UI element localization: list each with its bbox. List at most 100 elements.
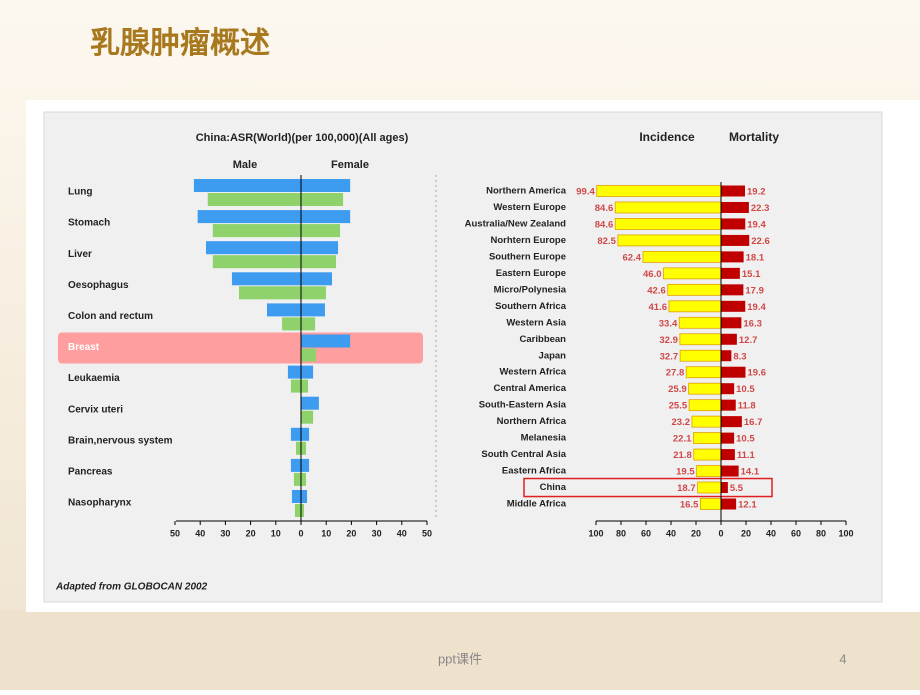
bar (668, 300, 722, 313)
x-tick-label: 40 (766, 528, 776, 538)
bar (197, 210, 301, 224)
value-label: 5.5 (730, 483, 744, 494)
bar (678, 316, 722, 329)
bar (642, 250, 722, 263)
category-label: Brain,nervous system (68, 435, 173, 446)
category-label: Melanesia (521, 433, 567, 444)
value-label: 84.6 (595, 203, 614, 214)
x-tick-label: 30 (220, 528, 230, 538)
bar (212, 224, 301, 238)
bar (287, 365, 301, 379)
bar (693, 448, 722, 461)
bar (679, 349, 722, 362)
bar (266, 303, 301, 317)
slide-title: 乳腺肿瘤概述 (90, 27, 270, 60)
value-label: 18.7 (677, 483, 696, 494)
category-label: Cervix uteri (68, 404, 123, 415)
category-label: South-Eastern Asia (479, 400, 567, 411)
bar (301, 365, 314, 379)
value-label: 23.2 (672, 417, 691, 428)
bar (301, 286, 326, 300)
bar (697, 481, 722, 494)
x-tick-label: 60 (641, 528, 651, 538)
bar (721, 234, 750, 246)
bar (207, 193, 301, 206)
value-label: 19.4 (747, 219, 766, 230)
category-label: Caribbean (520, 334, 567, 345)
value-label: 22.6 (751, 236, 770, 247)
series-header: Incidence (639, 130, 695, 144)
x-tick-label: 10 (271, 528, 281, 538)
bar (721, 399, 736, 411)
bar (301, 255, 337, 269)
bar (301, 379, 309, 393)
value-label: 25.5 (669, 401, 688, 412)
bar (699, 498, 722, 510)
bar (301, 179, 351, 192)
bar (239, 286, 301, 300)
bar (301, 472, 307, 486)
category-label: Leukaemia (68, 373, 120, 384)
bar (617, 234, 722, 247)
series-header: Mortality (729, 130, 779, 144)
bar (721, 449, 735, 461)
bar (301, 317, 316, 331)
category-label: China (540, 482, 567, 493)
category-label: Stomach (68, 218, 110, 229)
value-label: 12.7 (739, 335, 758, 346)
bar (301, 458, 310, 472)
value-label: 19.2 (747, 187, 766, 198)
bar (663, 267, 722, 280)
bar (301, 224, 341, 238)
bar (688, 399, 722, 412)
bar (282, 317, 301, 331)
category-label: Middle Africa (507, 499, 567, 510)
value-label: 42.6 (647, 285, 666, 296)
bar (667, 283, 722, 296)
category-label: Breast (68, 342, 100, 353)
value-label: 8.3 (733, 351, 746, 362)
value-label: 16.5 (680, 500, 699, 511)
bar (721, 416, 742, 428)
value-label: 18.1 (746, 252, 765, 263)
bar (691, 415, 722, 428)
bar (721, 251, 744, 263)
x-tick-label: 40 (666, 528, 676, 538)
category-label: Japan (539, 350, 567, 361)
value-label: 33.4 (659, 318, 678, 329)
value-label: 22.3 (751, 203, 770, 214)
bar (290, 458, 301, 472)
bar (721, 432, 735, 444)
side-label: Female (331, 159, 369, 171)
highlight-band (58, 332, 423, 364)
bar (721, 498, 737, 510)
bar (596, 185, 722, 197)
bar (721, 201, 749, 213)
category-label: Northern Africa (497, 416, 567, 427)
category-label: South Central Asia (481, 449, 566, 460)
bar (692, 432, 722, 445)
bar (614, 218, 722, 230)
bar (301, 427, 310, 441)
x-tick-label: 80 (816, 528, 826, 538)
value-label: 41.6 (649, 302, 668, 313)
bar (290, 379, 301, 393)
bar (193, 179, 301, 192)
bar (301, 504, 305, 517)
highlight-box (523, 477, 773, 498)
category-label: Norhtern Europe (491, 235, 566, 246)
floor (0, 610, 920, 690)
category-label: Western Africa (499, 367, 566, 378)
bar (301, 303, 325, 317)
bar (721, 465, 739, 477)
category-label: Western Asia (506, 317, 566, 328)
value-label: 62.4 (623, 252, 642, 263)
x-tick-label: 20 (346, 528, 356, 538)
x-tick-label: 100 (588, 528, 603, 538)
x-tick-label: 80 (616, 528, 626, 538)
bar (293, 472, 301, 486)
bar (301, 241, 339, 255)
category-label: Australia/New Zealand (465, 218, 567, 229)
